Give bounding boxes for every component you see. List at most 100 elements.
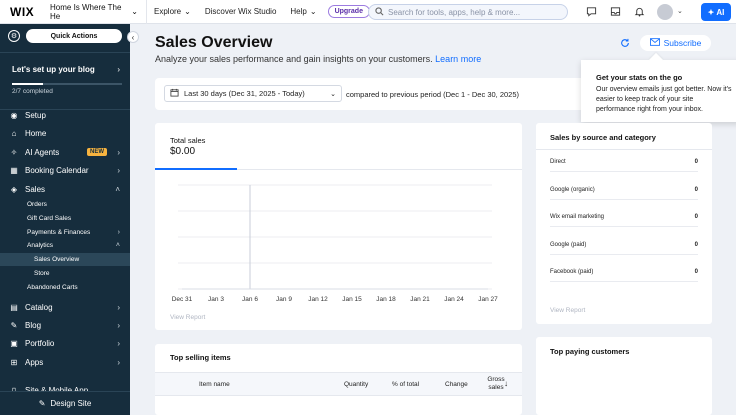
sidebar-item-home[interactable]: ⌂ Home <box>0 125 130 141</box>
setup-progress-fill <box>12 83 44 85</box>
page-subtitle-text: Analyze your sales performance and gain … <box>155 54 433 64</box>
source-row: Google (organic) 0 <box>550 187 698 197</box>
avatar[interactable] <box>657 4 673 20</box>
source-row: Facebook (paid) 0 <box>550 269 698 279</box>
sidebar-sub-gift-card-sales[interactable]: Gift Card Sales <box>0 212 130 225</box>
upgrade-button[interactable]: Upgrade <box>327 5 370 18</box>
nav-explore-label: Explore <box>154 7 182 16</box>
chevron-up-icon: ˄ <box>115 242 120 249</box>
nav-discover-wix-studio[interactable]: Discover Wix Studio <box>198 7 284 16</box>
source-row: Direct 0 <box>550 159 698 169</box>
view-report-link[interactable]: View Report <box>550 307 586 314</box>
sidebar-item-setup[interactable]: ◉ Setup <box>0 107 130 123</box>
table-header: Item name Quantity % of total Change Gro… <box>155 372 522 396</box>
setup-card[interactable]: Let's set up your blog › 2/7 completed <box>0 52 130 110</box>
subscribe-button[interactable]: Subscribe <box>640 35 711 51</box>
sidebar-item-label: Portfolio <box>25 338 55 348</box>
apps-icon: ⊞ <box>10 357 18 367</box>
ai-button[interactable]: ✦ AI <box>701 3 731 21</box>
chevron-down-icon[interactable]: ⌄ <box>677 8 683 15</box>
source-row: Wix email marketing 0 <box>550 214 698 224</box>
sidebar-sub-label: Abandoned Carts <box>27 284 78 291</box>
view-report-link[interactable]: View Report <box>170 314 206 321</box>
sidebar-item-label: AI Agents <box>25 147 60 157</box>
bell-icon[interactable] <box>632 4 646 18</box>
sidebar-sub-sales-overview[interactable]: Sales Overview <box>0 253 130 266</box>
chevron-down-icon: ⌄ <box>131 7 138 16</box>
sales-by-source-card: Sales by source and category Direct 0 Goog… <box>536 123 712 324</box>
x-tick-label: Jan 21 <box>410 296 430 303</box>
top-paying-customers-card: Top paying customers <box>536 337 712 415</box>
chat-icon[interactable] <box>584 4 598 18</box>
column-item-name[interactable]: Item name <box>199 381 230 388</box>
date-range-select[interactable]: Last 30 days (Dec 31, 2025 - Today) ⌄ <box>164 85 342 102</box>
column-gross-sales[interactable]: Gross sales <box>487 376 505 391</box>
chevron-right-icon: › <box>117 302 120 312</box>
column-change[interactable]: Change <box>445 381 468 388</box>
sidebar-item-apps[interactable]: ⊞ Apps › <box>0 354 130 370</box>
sales-line-chart: Dec 31 Jan 3 Jan 6 Jan 9 Jan 12 Jan 15 Jan 18 J… <box>172 184 498 303</box>
sidebar: ⚙ Quick Actions Let's set up your blog ›… <box>0 24 130 415</box>
chevron-right-icon: › <box>117 147 120 157</box>
nav-help[interactable]: Help ⌄ <box>283 7 323 16</box>
sidebar-sub-payments[interactable]: Payments & Finances › <box>0 226 130 239</box>
design-site-label: Design Site <box>50 399 92 408</box>
chevron-down-icon: ⌄ <box>309 7 317 16</box>
design-site-button[interactable]: ✎ Design Site <box>0 391 130 415</box>
search-bar[interactable] <box>368 4 568 20</box>
pencil-icon: ✎ <box>38 399 46 408</box>
x-tick-label: Dec 31 <box>172 296 193 303</box>
stats-tooltip: Get your stats on the go Our overview em… <box>581 60 736 122</box>
source-name: Facebook (paid) <box>550 269 594 275</box>
sidebar-item-blog[interactable]: ✎ Blog › <box>0 317 130 333</box>
row-divider <box>550 281 698 282</box>
search-input[interactable] <box>388 7 558 17</box>
chevron-right-icon: › <box>117 338 120 348</box>
chevron-right-icon: › <box>117 65 120 74</box>
sidebar-sub-label: Analytics <box>27 242 54 249</box>
ai-icon: ✧ <box>10 147 18 157</box>
active-tab-indicator <box>155 168 237 170</box>
refresh-icon[interactable] <box>616 35 634 51</box>
sidebar-sub-label: Orders <box>27 201 47 208</box>
total-sales-label[interactable]: Total sales <box>170 136 206 145</box>
sidebar-sub-label: Gift Card Sales <box>27 215 72 222</box>
sidebar-item-site-mobile-app[interactable]: ▯ Site & Mobile App <box>0 382 130 398</box>
sidebar-item-label: Catalog <box>25 302 53 312</box>
sidebar-sub-analytics[interactable]: Analytics ˄ <box>0 239 130 252</box>
setup-icon: ◉ <box>10 110 18 120</box>
sales-icon: ◈ <box>10 184 18 194</box>
sidebar-item-booking-calendar[interactable]: ▦ Booking Calendar › <box>0 162 130 178</box>
sidebar-item-ai-agents[interactable]: ✧ AI Agents NEW › <box>0 144 130 160</box>
source-name: Google (organic) <box>550 186 595 193</box>
settings-icon[interactable]: ⚙ <box>8 30 20 42</box>
site-selector[interactable]: Home Is Where The He ⌄ <box>42 0 147 24</box>
sidebar-item-catalog[interactable]: ▤ Catalog › <box>0 299 130 315</box>
sidebar-item-label: Apps <box>25 357 44 367</box>
top-paying-title: Top paying customers <box>550 347 630 356</box>
x-tick-label: Jan 12 <box>308 296 328 303</box>
sidebar-sub-orders[interactable]: Orders <box>0 198 130 211</box>
column-quantity[interactable]: Quantity <box>344 381 369 388</box>
date-range-value: Last 30 days (Dec 31, 2025 - Today) <box>184 89 305 98</box>
calendar-icon: ▦ <box>10 165 18 175</box>
source-row: Google (paid) 0 <box>550 242 698 252</box>
inbox-icon[interactable] <box>608 4 622 18</box>
learn-more-link[interactable]: Learn more <box>435 54 482 64</box>
column-percent-total[interactable]: % of total <box>392 381 420 388</box>
collapse-sidebar-button[interactable]: ‹ <box>127 31 139 43</box>
page-subtitle: Analyze your sales performance and gain … <box>155 54 481 64</box>
quick-actions-button[interactable]: Quick Actions <box>26 29 122 43</box>
sort-down-icon[interactable]: ↓ <box>504 379 508 388</box>
total-sales-value: $0.00 <box>170 146 196 157</box>
sidebar-sub-abandoned-carts[interactable]: Abandoned Carts <box>0 281 130 294</box>
sidebar-sub-store[interactable]: Store <box>0 267 130 280</box>
wix-logo[interactable]: WIX <box>10 4 35 19</box>
nav-explore[interactable]: Explore ⌄ <box>147 7 198 16</box>
sidebar-item-sales[interactable]: ◈ Sales ˄ <box>0 181 130 197</box>
portfolio-icon: ▣ <box>10 338 18 348</box>
setup-progress-text: 2/7 completed <box>12 88 53 95</box>
row-divider <box>550 198 698 200</box>
sidebar-item-portfolio[interactable]: ▣ Portfolio › <box>0 335 130 351</box>
sidebar-item-label: Blog <box>25 320 42 330</box>
